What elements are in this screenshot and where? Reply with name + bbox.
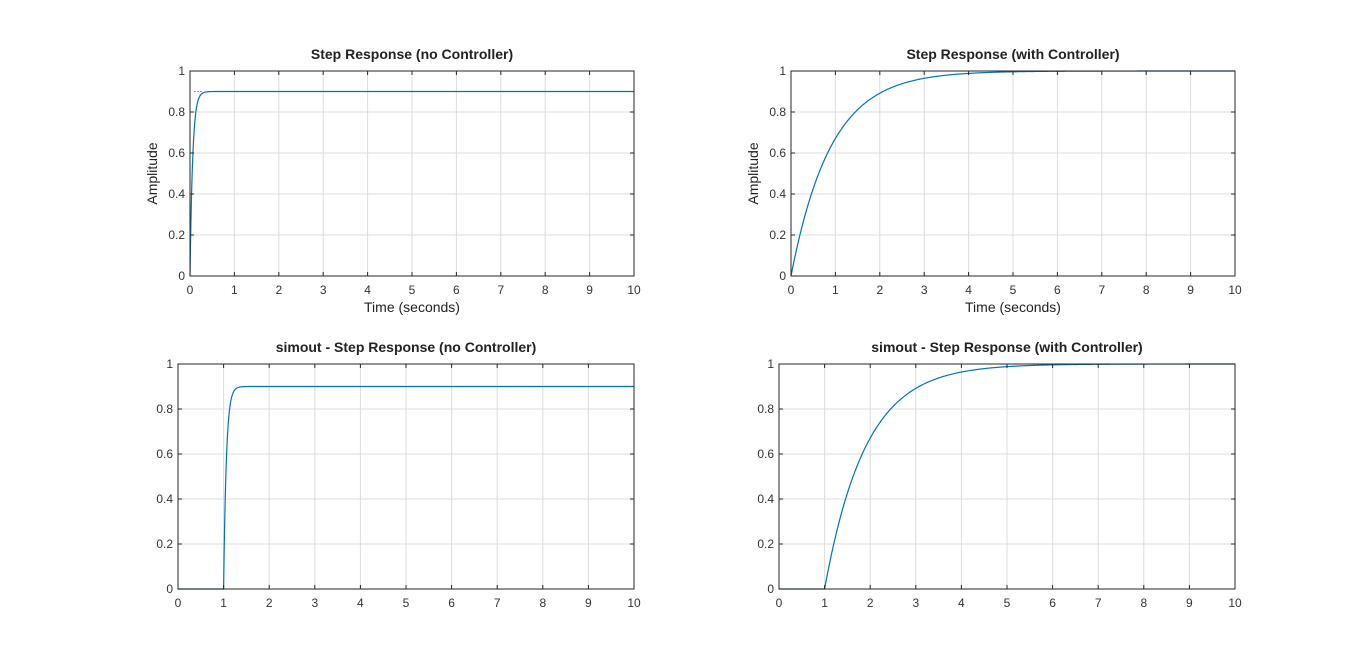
y-tick-label: 0.6 [757, 447, 774, 461]
chart-title: simout - Step Response (with Controller) [871, 339, 1142, 355]
chart-1: 0 1 2 3 4 5 6 7 8 9 10 0 0.2 0.4 0.6 0.8 1 Step Response … [144, 46, 641, 315]
x-tick-label: 3 [912, 596, 919, 610]
y-axis-label: Amplitude [745, 142, 761, 204]
x-tick-label: 7 [1098, 283, 1105, 297]
x-tick-label: 10 [1228, 596, 1242, 610]
x-tick-label: 8 [542, 283, 549, 297]
y-tick-label: 0 [779, 269, 786, 283]
x-tick-label: 5 [1010, 283, 1017, 297]
x-tick-label: 7 [1095, 596, 1102, 610]
series-line-simout [178, 385, 634, 590]
y-tick-label: 0.6 [769, 146, 786, 160]
x-tick-label: 4 [357, 596, 364, 610]
x-axis-label: Time (seconds) [965, 299, 1061, 315]
y-tick-label: 0 [178, 269, 185, 283]
x-tick-label: 9 [586, 283, 593, 297]
y-tick-label: 0.6 [156, 447, 173, 461]
x-tick-label: 2 [275, 283, 282, 297]
y-axis-label: Amplitude [144, 142, 160, 204]
x-tick-label: 10 [1228, 283, 1242, 297]
x-tick-label: 0 [776, 596, 783, 610]
chart-title: Step Response (no Controller) [311, 46, 513, 62]
x-tick-label: 1 [231, 283, 238, 297]
y-tick-label: 0.2 [769, 228, 786, 242]
x-tick-label: 1 [832, 283, 839, 297]
x-tick-label: 9 [1187, 283, 1194, 297]
x-tick-label: 5 [403, 596, 410, 610]
x-tick-label: 9 [585, 596, 592, 610]
x-tick-label: 6 [448, 596, 455, 610]
y-tick-label: 0 [767, 582, 774, 596]
x-tick-label: 6 [1049, 596, 1056, 610]
x-tick-label: 0 [788, 283, 795, 297]
y-tick-label: 0.2 [156, 537, 173, 551]
x-tick-label: 8 [1140, 596, 1147, 610]
y-tick-label: 0.4 [757, 492, 774, 506]
x-tick-label: 5 [409, 283, 416, 297]
x-tick-label: 9 [1186, 596, 1193, 610]
y-tick-label: 1 [178, 64, 185, 78]
x-tick-label: 5 [1004, 596, 1011, 610]
x-tick-label: 4 [965, 283, 972, 297]
x-tick-label: 7 [494, 596, 501, 610]
x-tick-label: 0 [187, 283, 194, 297]
x-tick-label: 6 [453, 283, 460, 297]
x-tick-label: 3 [921, 283, 928, 297]
y-tick-label: 0.4 [168, 187, 185, 201]
x-tick-label: 4 [958, 596, 965, 610]
x-tick-label: 0 [175, 596, 182, 610]
x-tick-label: 3 [320, 283, 327, 297]
series-line-step [189, 90, 634, 277]
y-tick-label: 0.8 [769, 105, 786, 119]
y-tick-label: 0.8 [168, 105, 185, 119]
y-tick-label: 1 [767, 357, 774, 371]
x-tick-label: 2 [266, 596, 273, 610]
y-tick-label: 0.2 [168, 228, 185, 242]
chart-2: 0 1 2 3 4 5 6 7 8 9 10 0 0.2 0.4 0.6 0.8 1 Step Response … [745, 46, 1242, 315]
y-tick-label: 0.2 [757, 537, 774, 551]
y-tick-label: 0 [166, 582, 173, 596]
x-tick-label: 8 [1143, 283, 1150, 297]
chart-3: 0 1 2 3 4 5 6 7 8 9 10 0 0.2 0.4 0.6 0.8 1 simout - Step … [156, 339, 641, 610]
chart-title: simout - Step Response (no Controller) [276, 339, 537, 355]
x-tick-label: 1 [220, 596, 227, 610]
x-tick-label: 4 [364, 283, 371, 297]
x-tick-label: 2 [876, 283, 883, 297]
x-tick-label: 6 [1054, 283, 1061, 297]
x-tick-label: 10 [627, 596, 641, 610]
x-tick-label: 7 [497, 283, 504, 297]
x-tick-label: 10 [627, 283, 641, 297]
y-tick-label: 0.4 [769, 187, 786, 201]
chart-title: Step Response (with Controller) [906, 46, 1119, 62]
y-tick-label: 1 [166, 357, 173, 371]
y-tick-label: 0.8 [757, 402, 774, 416]
y-tick-label: 1 [779, 64, 786, 78]
chart-4: 0 1 2 3 4 5 6 7 8 9 10 0 0.2 0.4 0.6 0.8 1 simout - Step … [757, 339, 1242, 610]
y-tick-label: 0.6 [168, 146, 185, 160]
x-tick-label: 2 [867, 596, 874, 610]
x-axis-label: Time (seconds) [364, 299, 460, 315]
x-tick-label: 3 [311, 596, 318, 610]
y-tick-label: 0.8 [156, 402, 173, 416]
x-tick-label: 8 [539, 596, 546, 610]
x-tick-label: 1 [821, 596, 828, 610]
y-tick-label: 0.4 [156, 492, 173, 506]
